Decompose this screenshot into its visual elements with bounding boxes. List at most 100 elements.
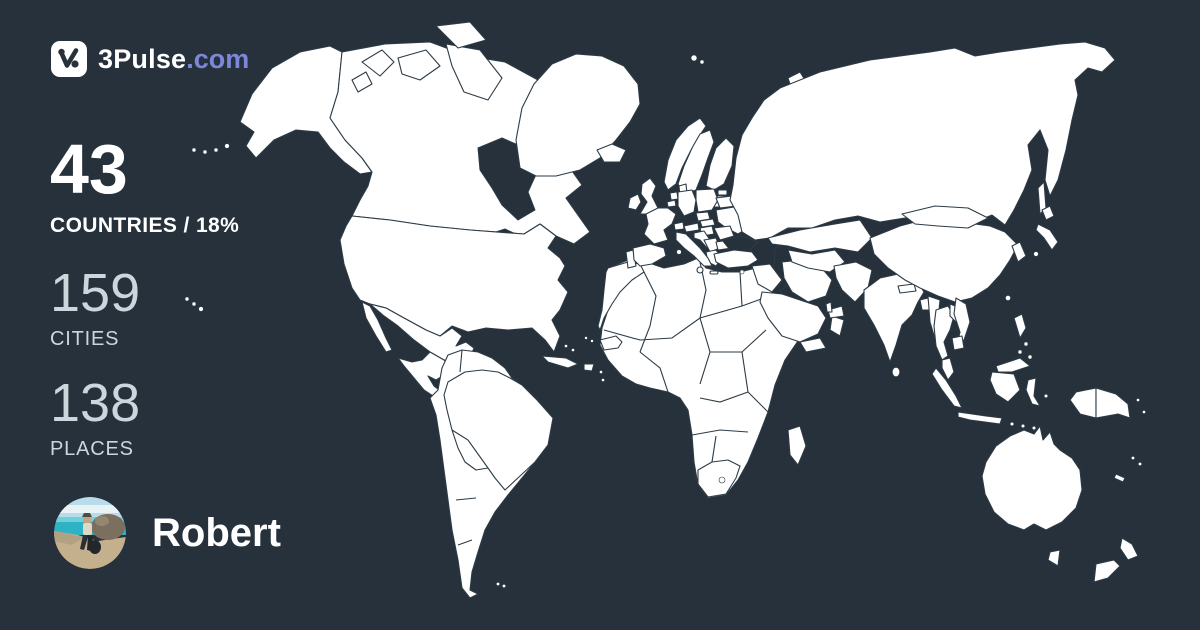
country-turkey [713, 249, 759, 269]
caribbean-island [599, 370, 603, 374]
fiji-island [1131, 455, 1136, 460]
places-label: PLACES [50, 438, 134, 460]
country-estonia [717, 189, 728, 196]
countries-label: COUNTRIES / 18% [50, 214, 240, 237]
country-lesotho [718, 476, 726, 484]
country-mexico [369, 303, 475, 363]
africa-borders [639, 271, 657, 353]
country-ireland [627, 193, 642, 211]
country-australia [981, 425, 1083, 531]
country-afghanistan-pakistan [833, 261, 873, 303]
cape-verde-island [584, 336, 588, 340]
country-usa-hawaii [191, 301, 197, 307]
country-italy-sicily [696, 266, 704, 274]
cape-verde-island [590, 339, 594, 343]
country-indonesia-papua [1069, 387, 1097, 419]
country-slovakia [699, 218, 716, 228]
country-italy [675, 231, 713, 267]
cities-value: 159 [50, 263, 141, 323]
country-usa-aleutians [224, 143, 230, 149]
country-mongolia [901, 205, 989, 229]
stats-panel: 3Pulse.com 43 COUNTRIES / 18% 159 CITIES… [0, 0, 330, 630]
new-caledonia [1113, 473, 1126, 483]
country-usa-aleutians [191, 147, 197, 153]
country-japan-kyushu [1033, 251, 1039, 257]
caribbean-island [571, 348, 575, 352]
country-australia-tasmania [1047, 549, 1061, 567]
country-finland [705, 137, 735, 191]
country-indonesia-sulawesi [1025, 377, 1041, 407]
country-usa [339, 215, 569, 353]
svalbard-island [690, 54, 698, 62]
falkland-island [501, 583, 506, 588]
country-cyprus [739, 269, 745, 275]
country-taiwan [1005, 295, 1011, 301]
country-malaysia-peninsula [941, 357, 955, 381]
philippine-island [1017, 349, 1023, 355]
country-syria-iraq [751, 263, 783, 293]
country-madagascar [787, 425, 807, 466]
country-spain [632, 243, 667, 267]
country-poland [695, 188, 719, 213]
stat-cities: 159 CITIES [50, 266, 140, 351]
pacific-island [1136, 398, 1140, 402]
country-philippines [1013, 313, 1027, 339]
falkland-island [495, 581, 500, 586]
logo[interactable]: 3Pulse.com [50, 40, 249, 78]
country-germany [677, 189, 697, 217]
caribbean-island [601, 378, 605, 382]
places-value: 138 [50, 373, 141, 433]
country-hispaniola [583, 363, 595, 372]
africa-borders [747, 391, 769, 413]
fiji-island [1138, 461, 1143, 466]
country-cuba [541, 355, 579, 369]
country-norway [663, 117, 707, 191]
country-malaysia-borneo [995, 357, 1031, 373]
country-japan-honshu [1035, 223, 1059, 251]
africa-borders [699, 351, 749, 403]
africa-borders [739, 271, 743, 307]
country-uk [639, 177, 659, 215]
user-name: Robert [152, 510, 281, 555]
country-canada-arctic-island [397, 49, 441, 81]
stat-places: 138 PLACES [50, 376, 140, 461]
logo-text: 3Pulse [98, 43, 187, 74]
country-austria [683, 222, 700, 233]
country-qatar [825, 301, 833, 313]
caribbean-island [564, 344, 568, 348]
region-africa [584, 257, 819, 499]
africa-borders [711, 435, 717, 463]
logo-tld: .com [186, 43, 250, 74]
black-sea [721, 235, 759, 253]
pacific-island [1142, 410, 1146, 414]
sa-borders [451, 429, 489, 469]
country-canada-arctic-island [361, 49, 395, 77]
stat-countries: 43 COUNTRIES / 18% [50, 134, 239, 238]
country-switzerland [673, 221, 685, 231]
country-russia [729, 41, 1116, 241]
country-romania [713, 225, 735, 241]
indonesia-island [1043, 393, 1049, 399]
country-indonesia-java [957, 411, 1003, 425]
country-iceland [596, 143, 627, 163]
indonesia-island [1020, 423, 1026, 429]
countries-value: 43 [50, 130, 128, 208]
avatar-beach-photo [54, 497, 126, 569]
country-netherlands [669, 191, 679, 201]
country-usa-aleutians [213, 147, 219, 153]
country-canada-ellesmere [435, 21, 487, 49]
region-europe [625, 54, 811, 275]
country-canada-arctic-island [351, 71, 373, 93]
region-asia [713, 41, 1116, 377]
country-oman [829, 315, 845, 337]
country-south-africa [697, 459, 741, 498]
country-new-zealand-north [1119, 537, 1139, 561]
svalbard-island [699, 59, 705, 65]
africa-borders [691, 429, 749, 436]
country-france [643, 207, 677, 245]
africa-borders [603, 294, 773, 341]
indonesia-island [1031, 425, 1037, 431]
country-indonesia-kalimantan [989, 371, 1021, 403]
country-korea [1011, 241, 1027, 263]
country-usa-hawaii [184, 296, 190, 302]
